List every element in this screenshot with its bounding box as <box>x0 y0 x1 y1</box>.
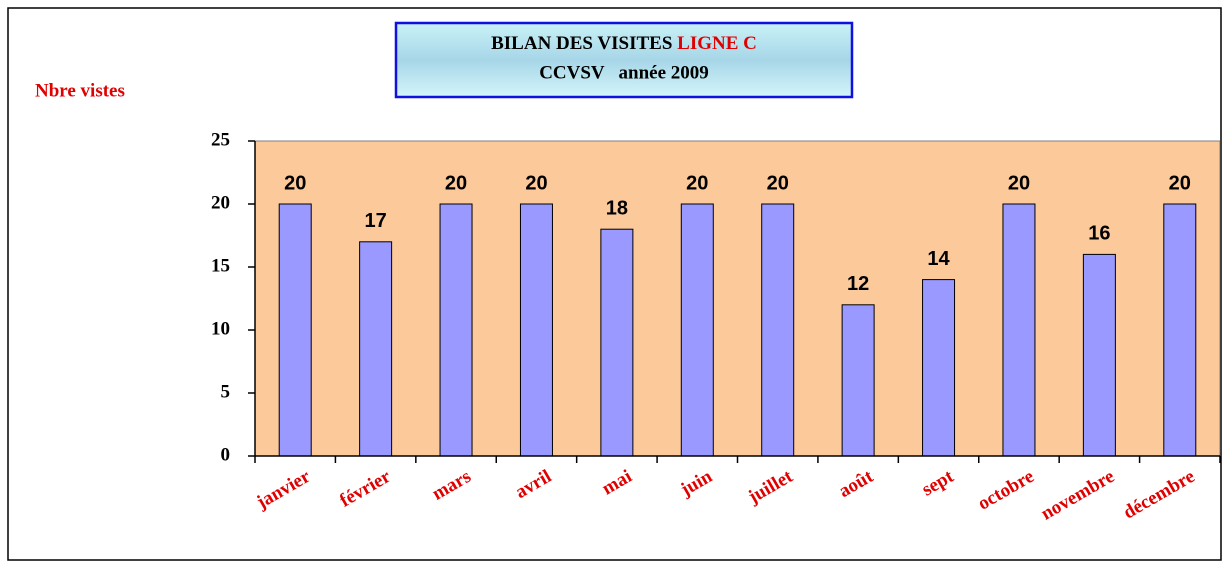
data-label: 20 <box>767 172 789 194</box>
data-label: 12 <box>847 273 869 295</box>
bar <box>1163 203 1197 457</box>
data-label: 20 <box>686 172 708 194</box>
y-tick-label: 20 <box>211 192 230 213</box>
title-box <box>394 21 854 99</box>
bar <box>761 203 795 457</box>
y-tick-label: 5 <box>221 381 231 402</box>
data-label: 14 <box>927 248 950 270</box>
bar <box>922 279 956 457</box>
data-label: 20 <box>525 172 547 194</box>
bar <box>1002 203 1036 457</box>
bar <box>600 228 634 457</box>
data-label: 17 <box>365 210 387 232</box>
data-label: 20 <box>445 172 467 194</box>
chart-title: BILAN DES VISITES LIGNE C <box>491 33 757 54</box>
y-tick-label: 25 <box>211 129 230 150</box>
bar <box>841 304 875 457</box>
chart-subtitle: CCVSV année 2009 <box>539 62 709 83</box>
y-tick-label: 15 <box>211 255 230 276</box>
data-label: 16 <box>1088 223 1110 245</box>
bar <box>1082 253 1116 457</box>
title-highlight: LIGNE C <box>677 33 757 54</box>
bar <box>359 241 393 457</box>
y-tick-label: 10 <box>211 318 230 339</box>
data-label: 20 <box>284 172 306 194</box>
bar <box>519 203 553 457</box>
data-label: 18 <box>606 197 628 219</box>
bar <box>680 203 714 457</box>
title-text: BILAN DES VISITES <box>491 33 672 54</box>
data-label: 20 <box>1169 172 1191 194</box>
plot-area <box>254 140 1221 457</box>
bar <box>278 203 312 457</box>
data-label: 20 <box>1008 172 1030 194</box>
y-tick-label: 0 <box>221 444 231 465</box>
y-axis-label: Nbre vistes <box>35 80 125 101</box>
bar <box>439 203 473 457</box>
